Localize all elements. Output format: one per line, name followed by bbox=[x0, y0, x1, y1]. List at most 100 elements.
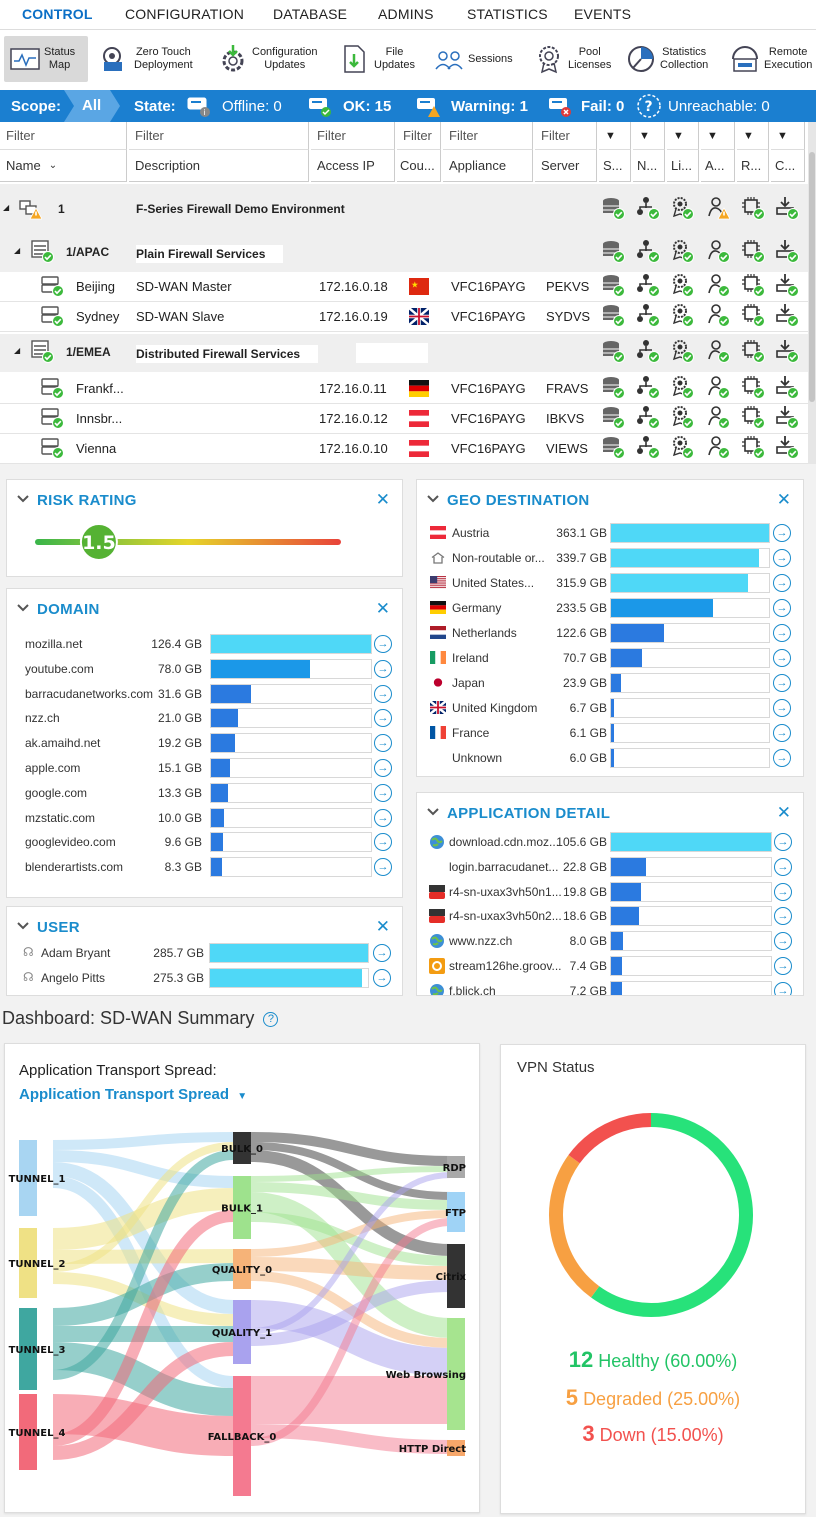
list-item[interactable]: nzz.ch 21.0 GB → bbox=[7, 708, 402, 729]
resource-icon[interactable] bbox=[741, 405, 765, 429]
config-icon[interactable] bbox=[775, 339, 799, 363]
license-icon[interactable] bbox=[670, 196, 694, 220]
chevron-down-icon[interactable] bbox=[17, 920, 29, 932]
list-item[interactable]: youtube.com 78.0 GB → bbox=[7, 658, 402, 679]
appliance-filter[interactable]: Filter bbox=[443, 122, 533, 150]
list-item[interactable]: f.blick.ch 7.2 GB → bbox=[417, 980, 803, 995]
donut-slice-down[interactable] bbox=[568, 1113, 652, 1164]
license-icon[interactable] bbox=[670, 435, 694, 459]
admin-icon[interactable] bbox=[706, 339, 730, 363]
tab-configuration[interactable]: CONFIGURATION bbox=[125, 6, 245, 22]
file-updates-button[interactable]: File Updates bbox=[340, 36, 415, 82]
arrow-right-icon[interactable]: → bbox=[374, 734, 392, 753]
config-icon[interactable] bbox=[775, 405, 799, 429]
resource-icon[interactable] bbox=[741, 239, 765, 263]
network-filter-dropdown[interactable]: ▼ bbox=[633, 122, 665, 150]
app-2-node[interactable] bbox=[447, 1244, 465, 1308]
arrow-right-icon[interactable]: → bbox=[374, 808, 392, 827]
admin-icon[interactable] bbox=[706, 273, 730, 297]
arrow-right-icon[interactable]: → bbox=[774, 882, 792, 901]
arrow-right-icon[interactable]: → bbox=[774, 932, 792, 951]
source-1-node[interactable] bbox=[19, 1228, 37, 1298]
table-row[interactable]: Beijing SD-WAN Master 172.16.0.18 ★ VFC16PAY… bbox=[0, 272, 808, 302]
config-icon[interactable] bbox=[775, 303, 799, 327]
list-item[interactable]: Japan 23.9 GB → bbox=[417, 673, 803, 693]
network-icon[interactable] bbox=[636, 273, 660, 297]
list-item[interactable]: United States... 315.9 GB → bbox=[417, 573, 803, 593]
chevron-down-icon[interactable] bbox=[17, 493, 29, 505]
col-appliance[interactable]: Appliance bbox=[443, 150, 533, 182]
tab-admins[interactable]: ADMINS bbox=[378, 6, 434, 22]
col-license[interactable]: Li... bbox=[667, 150, 699, 182]
arrow-right-icon[interactable]: → bbox=[773, 524, 791, 542]
admin-icon[interactable] bbox=[706, 196, 730, 220]
server-filter[interactable]: Filter bbox=[535, 122, 597, 150]
network-icon[interactable] bbox=[636, 435, 660, 459]
expand-triangle-icon[interactable]: ◢ bbox=[14, 346, 21, 355]
admin-filter-dropdown[interactable]: ▼ bbox=[701, 122, 735, 150]
name-filter[interactable]: Filter bbox=[0, 122, 127, 150]
list-item[interactable]: stream126he.groov... 7.4 GB → bbox=[417, 956, 803, 976]
arrow-right-icon[interactable]: → bbox=[774, 957, 792, 975]
arrow-right-icon[interactable]: → bbox=[373, 969, 391, 987]
list-item[interactable]: ☊ Adam Bryant 285.7 GB → bbox=[7, 943, 402, 963]
configuration-updates-button[interactable]: Configuration Updates bbox=[218, 36, 317, 82]
license-icon[interactable] bbox=[670, 339, 694, 363]
arrow-right-icon[interactable]: → bbox=[374, 759, 392, 777]
network-icon[interactable] bbox=[636, 405, 660, 429]
app-3-node[interactable] bbox=[447, 1318, 465, 1430]
arrow-right-icon[interactable]: → bbox=[773, 624, 791, 642]
list-item[interactable]: United Kingdom 6.7 GB → bbox=[417, 698, 803, 718]
list-item[interactable]: mzstatic.com 10.0 GB → bbox=[7, 807, 402, 828]
list-item[interactable]: Austria 363.1 GB → bbox=[417, 523, 803, 543]
list-item[interactable]: barracudanetworks.com 31.6 GB → bbox=[7, 683, 402, 704]
arrow-right-icon[interactable]: → bbox=[374, 783, 392, 802]
resource-icon[interactable] bbox=[741, 375, 765, 399]
tab-control[interactable]: CONTROL bbox=[22, 6, 93, 22]
remote-execution-button[interactable]: Remote Execution bbox=[730, 36, 812, 82]
arrow-right-icon[interactable]: → bbox=[374, 684, 392, 703]
col-config[interactable]: C... bbox=[771, 150, 805, 182]
resource-icon[interactable] bbox=[741, 435, 765, 459]
list-item[interactable]: Non-routable or... 339.7 GB → bbox=[417, 548, 803, 568]
status-map-button[interactable]: Status Map bbox=[4, 36, 88, 82]
source-3-node[interactable] bbox=[19, 1394, 37, 1470]
admin-icon[interactable] bbox=[706, 239, 730, 263]
scope-all-button[interactable]: All bbox=[64, 90, 120, 122]
arrow-right-icon[interactable]: → bbox=[773, 574, 791, 592]
admin-icon[interactable] bbox=[706, 405, 730, 429]
list-item[interactable]: ak.amaihd.net 19.2 GB → bbox=[7, 733, 402, 754]
admin-icon[interactable] bbox=[706, 435, 730, 459]
tab-statistics[interactable]: STATISTICS bbox=[467, 6, 548, 22]
col-admin[interactable]: A... bbox=[701, 150, 735, 182]
arrow-right-icon[interactable]: → bbox=[773, 699, 791, 717]
close-icon[interactable]: ✕ bbox=[375, 599, 390, 618]
transport-dropdown[interactable]: Application Transport Spread ▼ bbox=[19, 1086, 248, 1103]
col-network[interactable]: N... bbox=[633, 150, 665, 182]
close-icon[interactable]: ✕ bbox=[776, 803, 791, 822]
table-row[interactable]: Frankf... 172.16.0.11 VFC16PAYG FRAVS bbox=[0, 374, 808, 404]
arrow-right-icon[interactable]: → bbox=[374, 833, 392, 852]
table-row[interactable]: Innsbr... 172.16.0.12 VFC16PAYG IBKVS bbox=[0, 404, 808, 434]
resource-icon[interactable] bbox=[741, 303, 765, 327]
status-icon[interactable] bbox=[601, 435, 625, 459]
close-icon[interactable]: ✕ bbox=[375, 490, 390, 509]
state-fail[interactable]: Fail: 0 bbox=[547, 90, 624, 122]
list-item[interactable]: Germany 233.5 GB → bbox=[417, 598, 803, 618]
arrow-right-icon[interactable]: → bbox=[374, 659, 392, 678]
sessions-button[interactable]: Sessions bbox=[434, 36, 513, 82]
col-server[interactable]: Server bbox=[535, 150, 597, 182]
state-ok[interactable]: OK: 15 bbox=[307, 90, 391, 122]
arrow-right-icon[interactable]: → bbox=[773, 599, 791, 617]
arrow-right-icon[interactable]: → bbox=[373, 944, 391, 962]
zero-touch-deployment-button[interactable]: Zero Touch Deployment bbox=[100, 36, 193, 82]
list-item[interactable]: France 6.1 GB → bbox=[417, 723, 803, 743]
license-filter-dropdown[interactable]: ▼ bbox=[667, 122, 699, 150]
app-1-node[interactable] bbox=[447, 1192, 465, 1232]
expand-triangle-icon[interactable]: ◢ bbox=[3, 203, 10, 212]
resource-icon[interactable] bbox=[741, 273, 765, 297]
list-item[interactable]: ☊ Angelo Pitts 275.3 GB → bbox=[7, 968, 402, 988]
tab-database[interactable]: DATABASE bbox=[273, 6, 348, 22]
chevron-down-icon[interactable] bbox=[427, 493, 439, 505]
list-item[interactable]: login.barracudanet... 22.8 GB → bbox=[417, 856, 803, 877]
